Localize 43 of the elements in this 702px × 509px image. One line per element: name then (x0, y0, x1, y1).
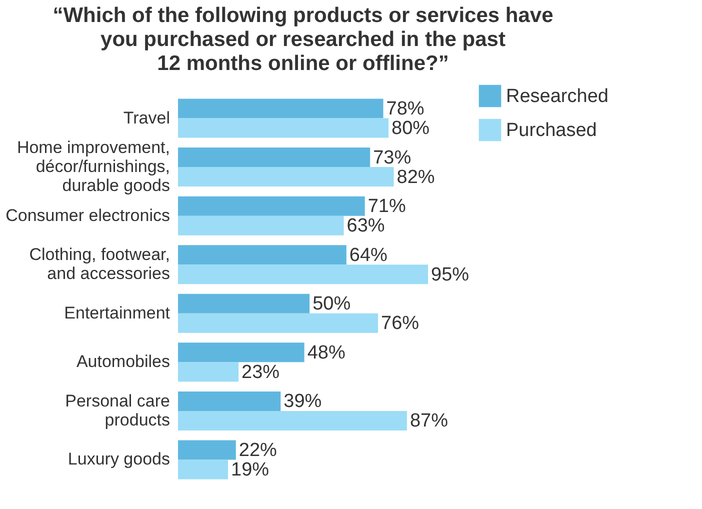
bar (178, 313, 378, 333)
data-label: 71% (368, 196, 406, 218)
legend-label: Researched (506, 86, 608, 107)
data-label: 76% (381, 313, 420, 334)
y-tick-label: Home improvement, décor/furnishings, durable goods (16, 138, 170, 196)
bar (178, 294, 310, 314)
y-tick-label: Travel (123, 108, 170, 128)
data-label: 23% (242, 362, 280, 383)
data-label: 87% (410, 410, 448, 432)
data-label: 22% (238, 440, 278, 461)
y-tick-label: Clothing, footwear, and accessories (29, 245, 170, 284)
bar (178, 167, 394, 187)
bar (178, 264, 428, 284)
bar (178, 98, 384, 118)
bar (178, 362, 239, 382)
y-tick-label: Consumer electronics (6, 206, 170, 225)
bar (178, 216, 344, 236)
data-label: 64% (349, 244, 388, 266)
bar (178, 460, 228, 480)
bar (178, 342, 304, 362)
data-label: 39% (284, 391, 322, 412)
bar (178, 440, 236, 460)
y-tick-label: Entertainment (64, 303, 170, 322)
bar (178, 391, 281, 411)
y-tick-label: Luxury goods (68, 450, 170, 469)
data-label: 63% (346, 216, 385, 237)
data-label: 50% (312, 294, 351, 315)
data-label: 80% (392, 118, 430, 140)
legend-label: Purchased (506, 120, 597, 141)
bar (178, 118, 389, 138)
data-label: 82% (396, 166, 435, 188)
chart-title: “Which of the following products or services have you purchased or researched in the past 12 months online or offline?” (52, 4, 554, 75)
data-label: 73% (373, 147, 412, 168)
data-label: 95% (431, 264, 470, 286)
bar (178, 196, 365, 216)
y-tick-label: Automobiles (76, 352, 170, 372)
data-label: 19% (231, 459, 270, 480)
data-label: 78% (386, 98, 424, 120)
data-label: 48% (307, 342, 346, 364)
bar (178, 148, 370, 168)
bar (178, 245, 346, 265)
bar (178, 410, 407, 430)
y-tick-label: Personal care products (65, 391, 170, 430)
